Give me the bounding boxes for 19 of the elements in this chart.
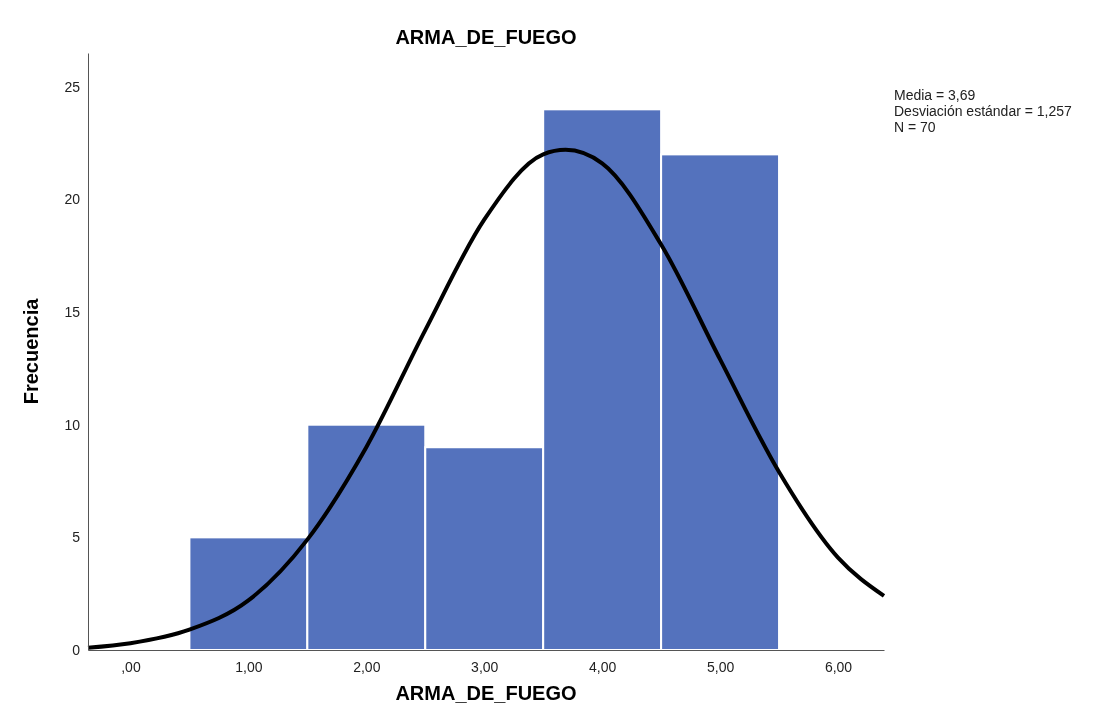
x-tick-label: ,00 xyxy=(121,658,141,675)
x-tick-label: 3,00 xyxy=(471,658,499,675)
x-tick-label: 2,00 xyxy=(353,658,381,675)
x-tick-label: 4,00 xyxy=(589,658,617,675)
x-tick-label: 1,00 xyxy=(235,658,263,675)
x-tick-label: 5,00 xyxy=(706,658,735,675)
text: Media = 3,69 xyxy=(894,87,976,103)
y-tick-label: 20 xyxy=(64,191,81,208)
y-axis-title: Frecuencia xyxy=(20,297,42,405)
y-tick-label: 5 xyxy=(72,529,81,546)
y-tick-label: 10 xyxy=(64,416,81,433)
chart-title: ARMA_DE_FUEGO xyxy=(395,26,577,48)
text: Desviación estándar = 1,257 xyxy=(894,103,1073,119)
x-axis-title: ARMA_DE_FUEGO xyxy=(395,682,577,704)
y-tick-label: 15 xyxy=(64,304,81,321)
x-tick-label: 6,00 xyxy=(824,658,853,675)
y-tick-label: 25 xyxy=(64,78,81,95)
y-tick-label: 0 xyxy=(72,641,81,658)
text: N = 70 xyxy=(894,119,936,135)
